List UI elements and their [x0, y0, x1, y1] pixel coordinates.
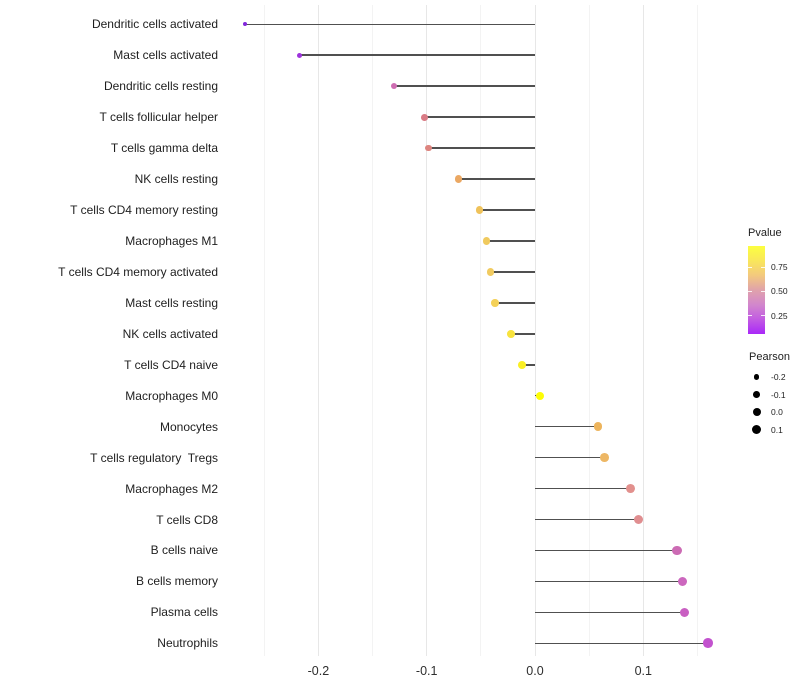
x-tick-label: -0.1 — [415, 664, 438, 678]
grid-line-major — [534, 5, 536, 656]
grid-line-major — [317, 5, 319, 656]
lollipop-stem — [535, 518, 639, 521]
y-axis-label: Dendritic cells activated — [91, 17, 218, 32]
colorbar-tick — [761, 290, 765, 293]
y-axis-label: T cells gamma delta — [110, 141, 218, 156]
pearson-key-label: 0.1 — [771, 424, 783, 435]
lollipop-dot — [625, 484, 635, 493]
lollipop-stem — [522, 363, 535, 366]
lollipop-dot — [593, 422, 603, 431]
y-axis-label: Mast cells resting — [125, 295, 218, 310]
lollipop-stem — [424, 116, 535, 118]
lollipop-dot — [242, 22, 247, 27]
lollipop-dot — [703, 638, 714, 649]
grid-line-major — [426, 5, 428, 656]
y-axis-label: T cells regulatory Tregs — [90, 450, 218, 465]
lollipop-dot — [677, 576, 687, 587]
lollipop-stem — [511, 333, 535, 335]
lollipop-dot — [421, 113, 428, 121]
lollipop-dot — [454, 175, 462, 183]
colorbar-tick — [761, 314, 765, 317]
lollipop-stem — [535, 642, 709, 645]
lollipop-dot — [518, 360, 526, 369]
lollipop-stem — [394, 85, 535, 87]
grid-line-major — [642, 5, 644, 656]
lollipop-dot — [679, 607, 690, 618]
lollipop-stem — [299, 54, 535, 57]
y-axis-label: Dendritic cells resting — [103, 79, 218, 94]
lollipop-stem — [458, 178, 535, 180]
colorbar-tick-label: 0.50 — [771, 286, 788, 297]
lollipop-stem — [535, 456, 605, 459]
grid-line-minor — [263, 5, 265, 656]
lollipop-stem — [535, 549, 677, 552]
y-axis-label: Mast cells activated — [113, 48, 218, 63]
grid-line-minor — [372, 5, 374, 656]
lollipop-stem — [479, 209, 535, 211]
x-tick-label: 0.0 — [526, 664, 544, 678]
lollipop-dot — [507, 329, 516, 338]
y-axis-label: B cells memory — [135, 574, 218, 589]
lollipop-dot — [536, 391, 545, 400]
pearson-key-dot — [751, 425, 762, 435]
colorbar-tick-label: 0.75 — [771, 262, 788, 273]
colorbar-tick-label: 0.25 — [771, 310, 788, 321]
y-axis-label: NK cells activated — [122, 326, 218, 341]
grid-line-minor — [588, 5, 590, 656]
lollipop-dot — [482, 237, 490, 245]
pearson-key-dot — [752, 408, 761, 417]
lollipop-stem — [244, 23, 535, 26]
lollipop-dot — [486, 268, 495, 276]
grid-line-minor — [480, 5, 482, 656]
pearson-key-label: 0.0 — [771, 407, 783, 418]
y-axis-label: T cells CD4 memory resting — [70, 203, 218, 217]
colorbar-tick — [748, 290, 752, 293]
lollipop-dot — [599, 453, 609, 462]
y-axis-label: Neutrophils — [157, 636, 218, 651]
y-axis-label: B cells naive — [150, 543, 218, 558]
lollipop-stem — [535, 425, 598, 428]
y-axis-label: Monocytes — [159, 419, 218, 434]
y-axis-label: T cells follicular helper — [99, 110, 219, 125]
colorbar-tick — [748, 266, 752, 269]
pearson-key-label: -0.2 — [771, 372, 786, 382]
pvalue-legend-title: Pvalue — [748, 227, 782, 239]
pearson-key-dot — [753, 374, 760, 380]
lollipop-stem — [535, 611, 685, 614]
pearson-key-label: -0.1 — [771, 389, 786, 400]
y-axis-label: Macrophages M1 — [125, 233, 218, 248]
lollipop-stem — [490, 271, 535, 273]
lollipop-stem — [428, 147, 535, 149]
lollipop-stem — [535, 487, 631, 490]
y-axis-label: T cells CD8 — [156, 512, 218, 527]
x-tick-label: -0.2 — [307, 664, 330, 678]
lollipop-dot — [491, 299, 499, 307]
lollipop-stem — [494, 302, 535, 304]
y-axis-label: Plasma cells — [150, 605, 218, 620]
colorbar-tick — [748, 314, 752, 317]
pearson-legend-title: Pearson — [749, 351, 790, 363]
lollipop-dot — [425, 144, 433, 152]
y-axis-label: Macrophages M0 — [125, 388, 218, 403]
pearson-key-dot — [753, 391, 760, 398]
y-axis-label: Macrophages M2 — [125, 481, 218, 496]
lollipop-dot — [297, 52, 303, 58]
y-axis-label: T cells CD4 naive — [124, 357, 218, 372]
grid-line-minor — [696, 5, 698, 656]
y-axis-label: NK cells resting — [134, 172, 218, 187]
y-axis-label: T cells CD4 memory activated — [58, 264, 218, 279]
x-tick-label: 0.1 — [634, 664, 652, 678]
colorbar-tick — [761, 266, 765, 269]
lollipop-stem — [535, 580, 683, 583]
pvalue-colorbar — [748, 246, 765, 334]
lollipop-dot — [391, 83, 398, 90]
lollipop-stem — [486, 240, 535, 242]
lollipop-dot — [476, 206, 484, 214]
lollipop-dot — [634, 514, 644, 524]
lollipop-dot — [672, 545, 682, 556]
